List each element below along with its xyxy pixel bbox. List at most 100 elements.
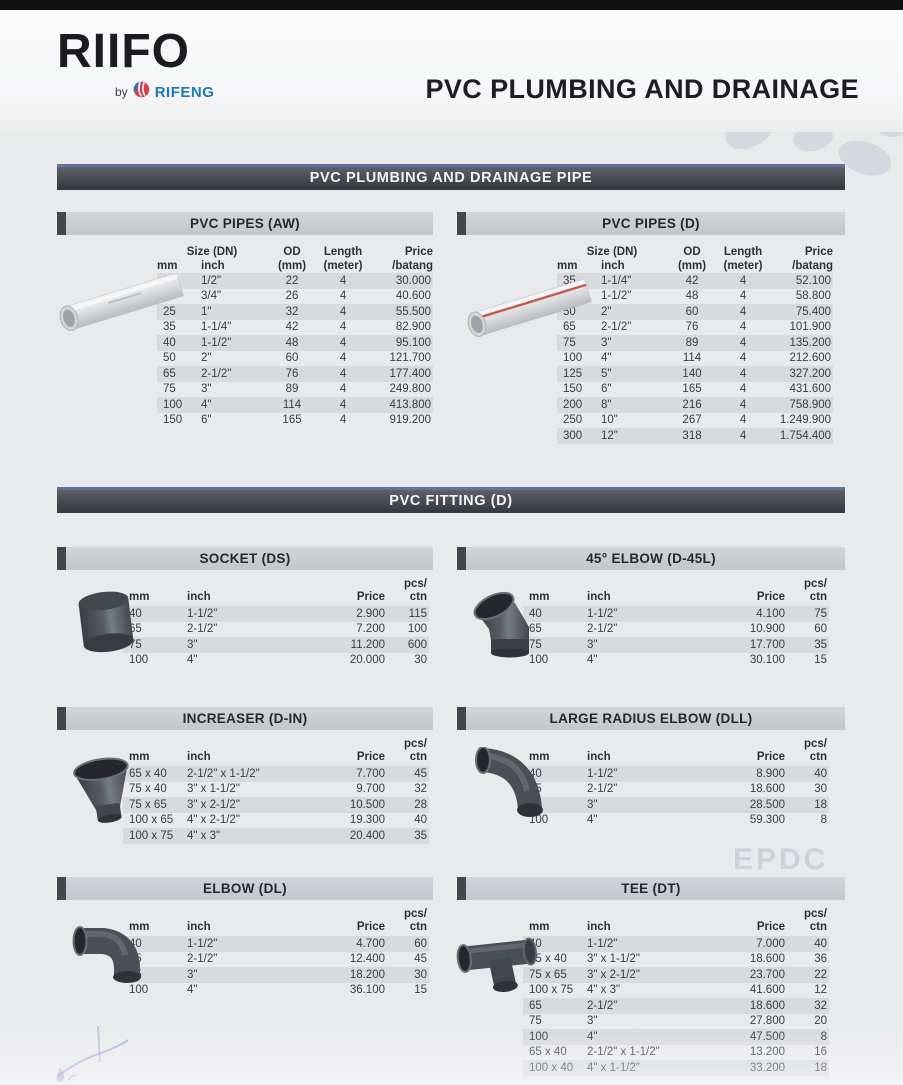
table-cell: 22 bbox=[285, 274, 299, 287]
large-radius-elbow-table: mm inch Price pcs/ctn 40 1-1/2" 8.900 40 65 2… bbox=[523, 734, 829, 828]
table-cell: 60 bbox=[414, 937, 427, 950]
table-row: 40 1-1/2" 48 4 95.100 bbox=[157, 335, 434, 351]
table-cell: 121.700 bbox=[389, 352, 432, 365]
brand-name: RIIFO bbox=[57, 25, 190, 78]
table-cell: 3" x 2-1/2" bbox=[587, 968, 640, 981]
table-row: 35 1-1/4" 42 4 82.900 bbox=[157, 320, 433, 336]
table-cell: 65 bbox=[529, 623, 542, 636]
table-cell: 16 bbox=[814, 1046, 827, 1059]
header-row: mm inch Price pcs/ctn bbox=[523, 734, 829, 766]
table-cell: 5" bbox=[601, 367, 612, 380]
col-mm: mm bbox=[529, 921, 550, 933]
col-inch: inch bbox=[587, 921, 611, 933]
col-inch: inch bbox=[187, 751, 211, 763]
table-row: 100 x 40 4" x 1-1/2" 33.200 18 bbox=[523, 1060, 829, 1076]
table-cell: 48 bbox=[285, 336, 299, 349]
col-mm: mm bbox=[157, 259, 178, 272]
table-cell: 8" bbox=[601, 398, 612, 411]
increaser-photo bbox=[69, 747, 139, 836]
table-cell: 1.249.900 bbox=[779, 414, 832, 427]
table-row: 100 4" 36.100 15 bbox=[123, 983, 429, 999]
table-cell: 13.200 bbox=[749, 1046, 785, 1059]
table-row: 75 x 40 3" x 1-1/2" 18.600 36 bbox=[523, 952, 829, 968]
col-od: OD bbox=[283, 245, 301, 258]
page-header bbox=[0, 10, 903, 132]
table-cell: 125 bbox=[563, 367, 583, 380]
panel-tee: TEE (DT) mm inch Price p bbox=[456, 877, 845, 1082]
header-row: mm inch (mm) (meter) /batang bbox=[557, 259, 833, 273]
panel-pvc-pipes-d: PVC PIPES (D) Size (DN) OD Length P bbox=[457, 212, 845, 462]
table-cell: 17.700 bbox=[749, 638, 785, 651]
table-row: 250 10" 267 4 1.249.900 bbox=[557, 413, 833, 429]
table-cell: 11.200 bbox=[350, 638, 385, 651]
table-cell: 4" bbox=[187, 654, 198, 667]
col-pcs-ctn: pcs/ctn bbox=[385, 904, 429, 936]
table-row: 100 4" 59.300 8 bbox=[523, 813, 829, 829]
table-cell: 100 bbox=[129, 984, 149, 997]
table-cell: 4 bbox=[339, 352, 347, 365]
table-cell: 28.500 bbox=[749, 798, 785, 811]
table-cell: 40 bbox=[814, 767, 827, 780]
table-row: 40 1-1/2" 4.100 75 bbox=[523, 606, 829, 622]
table-cell: 100 bbox=[163, 398, 183, 411]
table-cell: 212.600 bbox=[789, 352, 832, 365]
large-radius-elbow-photo bbox=[467, 746, 543, 828]
table-cell: 4" bbox=[587, 814, 598, 827]
table-cell: 18.600 bbox=[749, 783, 785, 796]
table-cell: 1-1/2" bbox=[587, 607, 618, 620]
table-cell: 22 bbox=[814, 968, 827, 981]
col-pcs: pcs/ bbox=[403, 908, 427, 920]
table-cell: 75.400 bbox=[795, 305, 832, 318]
table-cell: 2-1/2" bbox=[587, 623, 618, 636]
table-cell: 36.100 bbox=[349, 984, 385, 997]
table-cell: 100 bbox=[563, 352, 583, 365]
table-row: 65 2-1/2" 18.600 32 bbox=[523, 998, 829, 1014]
table-row: 200 8" 216 4 758.900 bbox=[557, 397, 834, 413]
table-cell: 600 bbox=[407, 638, 427, 651]
table-row: 150 6" 165 4 431.600 bbox=[557, 382, 833, 398]
table-cell: 75 x 40 bbox=[529, 953, 567, 966]
table-cell: 4 bbox=[739, 336, 747, 349]
table-cell: 36 bbox=[814, 953, 827, 966]
table-cell: 200 bbox=[563, 398, 583, 411]
table-cell: 45 bbox=[414, 767, 427, 780]
col-ctn: ctn bbox=[409, 751, 427, 763]
table-cell: 4" bbox=[587, 654, 598, 667]
table-row: 300 12" 318 4 1.754.400 bbox=[557, 428, 834, 444]
table-cell: 4 bbox=[339, 367, 347, 380]
table-cell: 101.900 bbox=[789, 321, 832, 334]
table-cell: 4 bbox=[739, 274, 747, 287]
table-cell: 7.700 bbox=[356, 767, 385, 780]
table-cell: 115 bbox=[408, 607, 427, 620]
table-cell: 1-1/2" bbox=[187, 607, 218, 620]
table-cell: 75 x 65 bbox=[529, 968, 567, 981]
table-cell: 25 bbox=[163, 305, 176, 318]
table-cell: 89 bbox=[285, 383, 299, 396]
table-cell: 75 bbox=[529, 1015, 542, 1028]
pen-mark bbox=[56, 1025, 129, 1082]
table-row: 65 x 40 2-1/2" x 1-1/2" 7.700 45 bbox=[123, 766, 429, 782]
top-border bbox=[0, 0, 903, 10]
table-cell: 7.000 bbox=[756, 937, 785, 950]
col-price: Price bbox=[356, 751, 385, 763]
table-row: 40 1-1/2" 2.900 115 bbox=[123, 606, 429, 622]
table-row: 100 x 75 4" x 3" 20.400 35 bbox=[123, 828, 429, 844]
col-inch: inch bbox=[187, 591, 211, 603]
col-mm: mm bbox=[129, 921, 150, 933]
table-cell: 40 bbox=[129, 607, 142, 620]
table-row: 100 4" 20.000 30 bbox=[123, 653, 429, 669]
table-cell: 1/2" bbox=[201, 274, 222, 287]
table-row: 100 x 65 4" x 2-1/2" 19.300 40 bbox=[123, 813, 429, 829]
table-cell: 431.600 bbox=[789, 383, 832, 396]
col-price-unit: /batang bbox=[792, 259, 834, 272]
table-cell: 100 bbox=[529, 654, 549, 667]
table-cell: 35 bbox=[414, 829, 427, 842]
table-cell: 3" bbox=[601, 336, 612, 349]
brand-logo: RIIFO by RIFENG bbox=[57, 28, 214, 103]
panel-elbow: ELBOW (DL) mm inch Price pcs/ctn 40 1-1/2… bbox=[57, 877, 433, 1017]
table-cell: 2" bbox=[601, 305, 612, 318]
col-mm: mm bbox=[529, 751, 550, 763]
table-cell: 2-1/2" bbox=[601, 321, 632, 334]
col-pcs: pcs/ bbox=[803, 908, 827, 920]
